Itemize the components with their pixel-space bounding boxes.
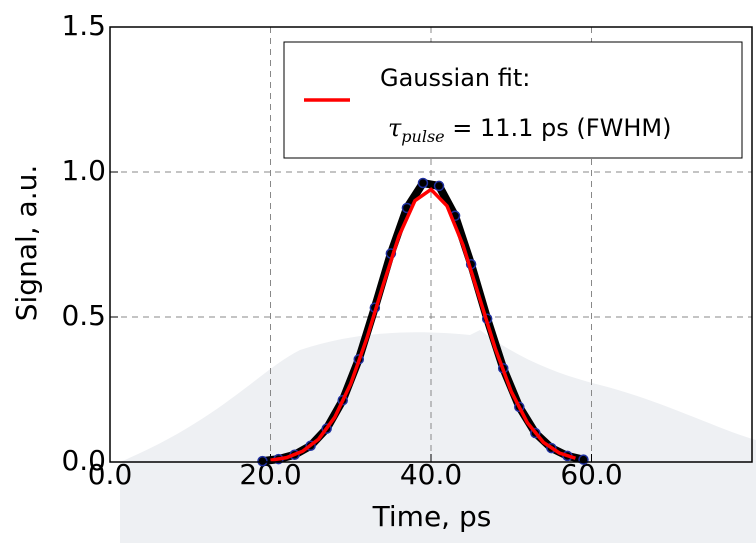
y-axis-label: Signal, a.u.	[10, 165, 43, 322]
x-tick-label: 60.0	[560, 458, 622, 491]
y-tick-label: 0.0	[61, 444, 106, 477]
data-point	[417, 177, 429, 189]
fit-line	[270, 187, 576, 462]
y-tick-label: 1.0	[61, 154, 106, 187]
data-point	[257, 455, 268, 467]
annotation-text: = 11.1 ps (FWHM)	[445, 114, 672, 142]
data-point	[433, 180, 445, 192]
tau-subscript: pulse	[401, 127, 444, 146]
watermark	[120, 330, 756, 543]
x-axis-label: Time, ps	[372, 500, 492, 533]
y-tick-label: 0.5	[61, 299, 106, 332]
x-tick-label: 40.0	[400, 458, 462, 491]
x-tick-label: 0.0	[88, 458, 133, 491]
legend-annotation: τpulse = 11.1 ps (FWHM)	[388, 114, 671, 146]
data-point	[578, 454, 589, 465]
plot-frame	[109, 26, 753, 463]
legend-box	[283, 41, 743, 159]
tau-symbol: τ	[388, 114, 402, 142]
y-tick-label: 1.5	[61, 9, 106, 42]
legend-label: Gaussian fit:	[380, 64, 530, 92]
